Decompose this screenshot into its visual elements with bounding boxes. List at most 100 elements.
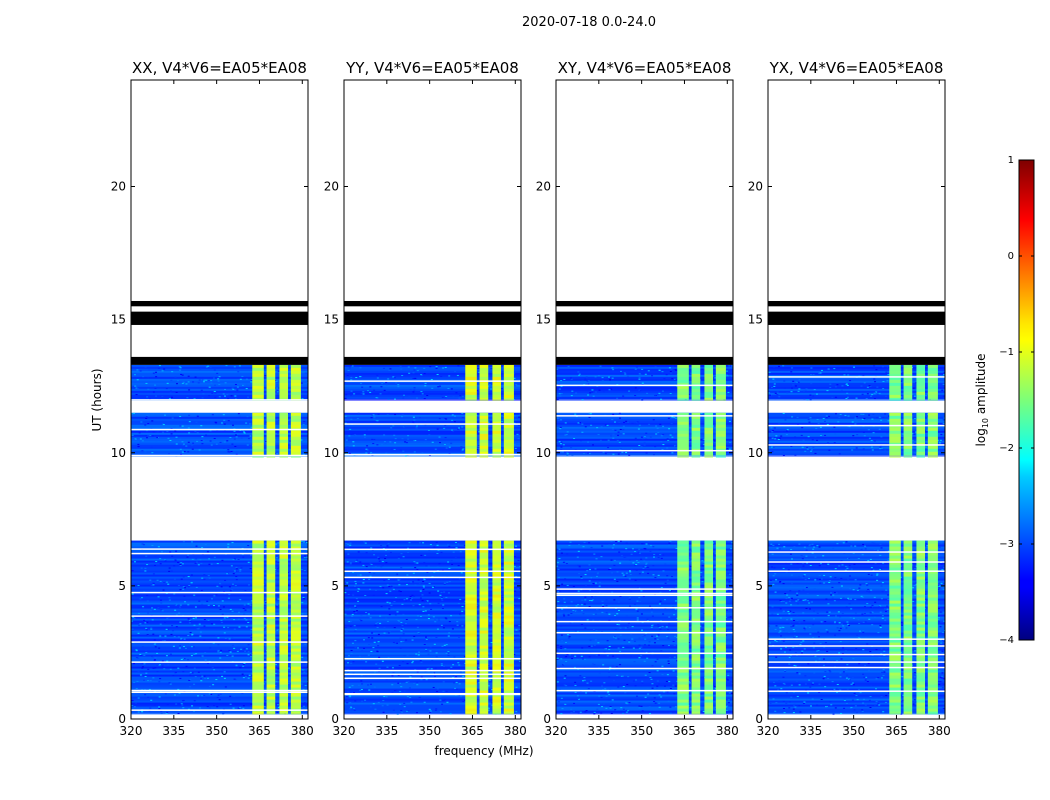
noise-speck: [651, 625, 654, 627]
rfi-texture: [479, 666, 489, 670]
noise-row: [556, 548, 733, 551]
noise-speck: [596, 573, 599, 575]
noise-speck: [562, 444, 565, 446]
noise-speck: [208, 685, 211, 687]
rfi-texture: [465, 364, 477, 368]
noise-speck: [561, 708, 564, 710]
noise-speck: [603, 611, 606, 613]
noise-speck: [597, 375, 600, 377]
rfi-texture: [677, 427, 689, 431]
noise-speck: [644, 696, 647, 698]
noise-speck: [237, 618, 240, 620]
rfi-texture: [492, 621, 502, 625]
noise-row: [556, 702, 733, 705]
noise-speck: [613, 421, 616, 423]
noise-speck: [226, 394, 229, 396]
noise-speck: [436, 428, 439, 430]
noise-speck: [215, 634, 218, 636]
rfi-texture: [503, 639, 514, 643]
noise-speck: [490, 573, 493, 575]
rfi-texture: [677, 418, 689, 422]
noise-speck: [500, 685, 503, 687]
noise-speck: [585, 710, 588, 712]
rfi-texture: [465, 603, 477, 607]
noise-row: [556, 452, 733, 455]
noise-speck: [584, 599, 587, 601]
noise-speck: [225, 365, 228, 367]
rfi-texture: [503, 642, 514, 646]
noise-speck: [443, 698, 446, 700]
rfi-texture: [503, 597, 514, 601]
rfi-texture: [503, 702, 514, 706]
noise-speck: [638, 445, 641, 447]
noise-speck: [436, 690, 439, 692]
noise-speck: [351, 615, 354, 617]
rfi-texture: [479, 561, 489, 565]
noise-speck: [649, 605, 652, 607]
rfi-texture: [465, 606, 477, 610]
rfi-texture: [691, 373, 701, 377]
noise-row: [131, 676, 308, 679]
noise-speck: [689, 619, 692, 621]
noise-speck: [231, 424, 234, 426]
rfi-texture: [465, 585, 477, 589]
noise-speck: [190, 574, 193, 576]
noise-speck: [621, 417, 624, 419]
noise-speck: [443, 591, 446, 593]
x-tick-label: 335: [375, 724, 398, 738]
noise-speck: [300, 683, 303, 685]
noise-row: [556, 558, 733, 561]
rfi-texture: [715, 364, 726, 368]
noise-speck: [217, 651, 220, 653]
noise-speck: [560, 419, 563, 421]
noise-row: [344, 686, 521, 689]
flag-line: [131, 709, 308, 711]
noise-row: [556, 600, 733, 603]
noise-speck: [306, 668, 308, 670]
rfi-texture: [479, 442, 489, 446]
noise-speck: [560, 658, 563, 660]
noise-speck: [414, 377, 417, 379]
rfi-texture: [465, 705, 477, 709]
noise-speck: [158, 608, 161, 610]
noise-speck: [370, 563, 373, 565]
noise-speck: [412, 422, 415, 424]
rfi-texture: [479, 606, 489, 610]
noise-speck: [597, 703, 600, 705]
noise-speck: [188, 389, 191, 391]
rfi-texture: [465, 609, 477, 613]
noise-speck: [365, 661, 368, 663]
rfi-texture: [479, 415, 489, 419]
noise-speck: [628, 640, 631, 642]
noise-speck: [433, 619, 436, 621]
noise-speck: [640, 558, 643, 560]
noise-speck: [620, 554, 623, 556]
noise-row: [556, 378, 733, 381]
noise-speck: [348, 435, 351, 437]
noise-speck: [131, 705, 134, 707]
noise-speck: [730, 449, 733, 451]
noise-speck: [619, 449, 622, 451]
noise-speck: [137, 446, 140, 448]
noise-row: [131, 392, 308, 395]
noise-row: [556, 390, 733, 393]
noise-speck: [245, 619, 248, 621]
noise-speck: [617, 686, 620, 688]
noise-speck: [425, 697, 428, 699]
noise-speck: [306, 663, 308, 665]
noise-speck: [425, 650, 428, 652]
noise-speck: [673, 432, 676, 434]
noise-speck: [170, 433, 173, 435]
noise-speck: [193, 594, 196, 596]
rfi-texture: [279, 448, 289, 452]
noise-speck: [345, 394, 348, 396]
noise-speck: [213, 441, 216, 443]
rfi-texture: [290, 448, 301, 452]
noise-speck: [637, 562, 640, 564]
rfi-texture: [677, 439, 689, 443]
noise-row: [556, 398, 733, 401]
noise-speck: [659, 423, 662, 425]
rfi-texture: [492, 588, 502, 592]
noise-speck: [243, 604, 246, 606]
rfi-texture: [290, 654, 301, 658]
